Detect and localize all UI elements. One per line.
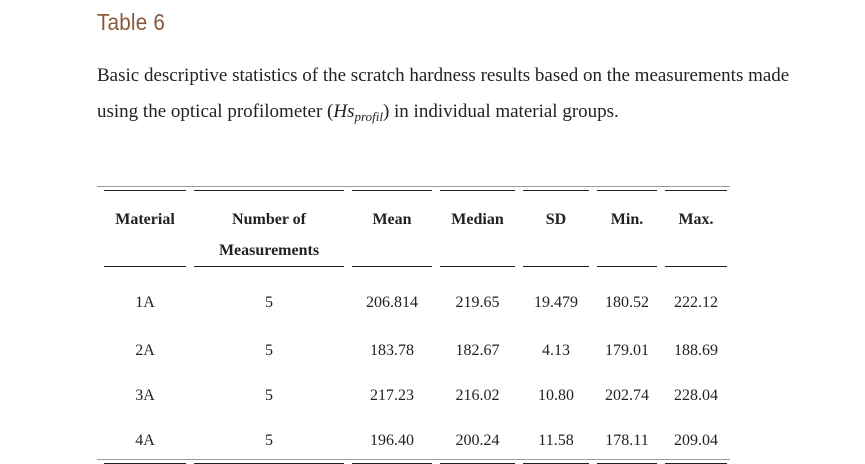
cell-sd: 11.58: [523, 418, 589, 464]
table-header-row: Material Number of Measurements Mean Med…: [104, 190, 727, 267]
table-row: 3A 5 217.23 216.02 10.80 202.74 228.04: [104, 373, 727, 418]
header-material: Material: [104, 190, 186, 267]
header-mean: Mean: [352, 190, 432, 267]
cell-median: 216.02: [440, 373, 515, 418]
cell-median: 182.67: [440, 328, 515, 373]
header-sd: SD: [523, 190, 589, 267]
cell-number-of-measurements: 5: [194, 328, 344, 373]
table-caption: Basic descriptive statistics of the scra…: [97, 58, 797, 130]
cell-min: 202.74: [597, 373, 657, 418]
cell-mean: 183.78: [352, 328, 432, 373]
cell-mean: 206.814: [352, 267, 432, 328]
cell-max: 228.04: [665, 373, 727, 418]
cell-max: 222.12: [665, 267, 727, 328]
cell-sd: 10.80: [523, 373, 589, 418]
table-row: 1A 5 206.814 219.65 19.479 180.52 222.12: [104, 267, 727, 328]
header-min: Min.: [597, 190, 657, 267]
caption-variable-subscript: profil: [355, 109, 383, 124]
cell-median: 219.65: [440, 267, 515, 328]
header-median: Median: [440, 190, 515, 267]
cell-material: 4A: [104, 418, 186, 464]
cell-number-of-measurements: 5: [194, 267, 344, 328]
header-max: Max.: [665, 190, 727, 267]
table-title: Table 6: [97, 9, 165, 36]
cell-sd: 4.13: [523, 328, 589, 373]
cell-material: 1A: [104, 267, 186, 328]
table-row: 2A 5 183.78 182.67 4.13 179.01 188.69: [104, 328, 727, 373]
cell-median: 200.24: [440, 418, 515, 464]
cell-sd: 19.479: [523, 267, 589, 328]
caption-variable: Hs: [333, 101, 354, 122]
cell-min: 180.52: [597, 267, 657, 328]
statistics-table: Material Number of Measurements Mean Med…: [96, 190, 735, 464]
cell-number-of-measurements: 5: [194, 418, 344, 464]
cell-number-of-measurements: 5: [194, 373, 344, 418]
table-top-rule: [97, 186, 730, 187]
cell-mean: 196.40: [352, 418, 432, 464]
cell-max: 209.04: [665, 418, 727, 464]
header-number-of-measurements: Number of Measurements: [194, 190, 344, 267]
table-row: 4A 5 196.40 200.24 11.58 178.11 209.04: [104, 418, 727, 464]
cell-material: 3A: [104, 373, 186, 418]
cell-max: 188.69: [665, 328, 727, 373]
cell-material: 2A: [104, 328, 186, 373]
cell-min: 178.11: [597, 418, 657, 464]
table-bottom-rule: [97, 459, 730, 460]
caption-text-end: ) in individual material groups.: [383, 101, 619, 122]
cell-mean: 217.23: [352, 373, 432, 418]
cell-min: 179.01: [597, 328, 657, 373]
